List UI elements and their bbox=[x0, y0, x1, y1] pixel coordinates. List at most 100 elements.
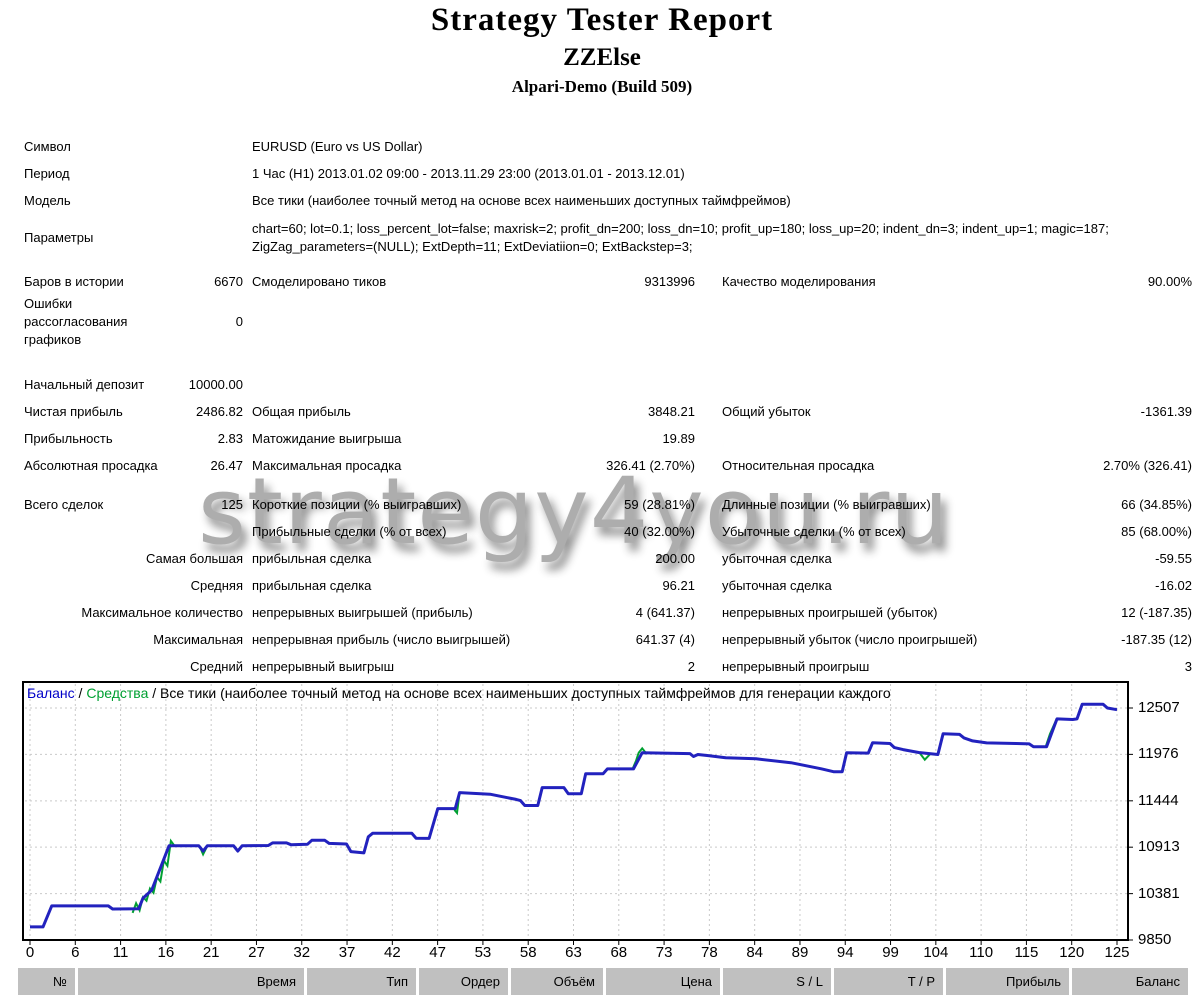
stats-row: Всего сделок 125 Короткие позиции (% выигр… bbox=[0, 491, 1204, 518]
stats-row: Средняя прибыльная сделка 96.21 убыточная с… bbox=[0, 572, 1204, 599]
stat-value: 3848.21 bbox=[648, 403, 695, 419]
legend-separator2: / bbox=[148, 685, 161, 701]
stat-label: Короткие позиции (% выигравших) bbox=[252, 496, 462, 512]
stats-section: Баров в истории 6670 Смоделировано тиков 93… bbox=[0, 268, 1204, 349]
stat-value: 641.37 (4) bbox=[635, 631, 695, 647]
stat-value: 6670 bbox=[214, 273, 243, 289]
y-tick-label: 10913 bbox=[1138, 838, 1180, 856]
stat-value: 26.47 bbox=[210, 457, 243, 473]
y-tick-label: 10381 bbox=[1138, 884, 1180, 902]
stat-label: Максимальная bbox=[153, 631, 243, 647]
stats-table: Символ EURUSD (Euro vs US Dollar) Период 1 … bbox=[0, 133, 1204, 680]
stat-label: Качество моделирования bbox=[722, 273, 876, 289]
stats-row: Чистая прибыль 2486.82 Общая прибыль 3848.2… bbox=[0, 398, 1204, 425]
stat-label: прибыльная сделка bbox=[252, 577, 372, 593]
balance-chart: Баланс / Средства / Все тики (наиболее т… bbox=[0, 679, 1204, 969]
stat-value-wide: chart=60; lot=0.1; loss_percent_lot=fals… bbox=[252, 221, 1109, 254]
trade-table-header-cell: Прибыль bbox=[946, 968, 1069, 995]
trade-table-header-cell: Ордер bbox=[419, 968, 508, 995]
y-tick-label: 11976 bbox=[1138, 745, 1179, 763]
legend-separator: / bbox=[74, 685, 87, 701]
stat-label: Модель bbox=[24, 192, 71, 208]
x-tick-label: 53 bbox=[474, 944, 492, 961]
stat-label: непрерывный убыток (число проигрышей) bbox=[722, 631, 978, 647]
stat-value: 85 (68.00%) bbox=[1121, 523, 1192, 539]
stat-value: 10000.00 bbox=[188, 376, 243, 392]
stats-row: Баров в истории 6670 Смоделировано тиков 93… bbox=[0, 268, 1204, 295]
x-tick-label: 68 bbox=[610, 944, 628, 961]
stat-label: Период bbox=[24, 165, 70, 181]
stats-row: Абсолютная просадка 26.47 Максимальная про… bbox=[0, 452, 1204, 479]
stats-row: Ошибки рассогласования графиков 0 bbox=[0, 295, 1204, 349]
stat-value-wide: Все тики (наиболее точный метод на основ… bbox=[252, 192, 791, 208]
x-tick-label: 99 bbox=[882, 944, 899, 961]
stats-section: Всего сделок 125 Короткие позиции (% выигр… bbox=[0, 491, 1204, 680]
stats-row: Параметры chart=60; lot=0.1; loss_percent… bbox=[0, 214, 1204, 262]
stat-label: Символ bbox=[24, 138, 71, 154]
x-tick-label: 125 bbox=[1104, 944, 1130, 961]
stat-label: Всего сделок bbox=[24, 496, 104, 512]
stat-value: 200.00 bbox=[655, 550, 695, 566]
stat-value: -16.02 bbox=[1155, 577, 1192, 593]
balance-chart-canvas bbox=[22, 681, 1133, 945]
stats-section: Символ EURUSD (Euro vs US Dollar) Период 1 … bbox=[0, 133, 1204, 262]
stat-label: непрерывных выигрышей (прибыль) bbox=[252, 604, 473, 620]
stat-value: 0 bbox=[235, 314, 243, 329]
stat-value: 4 (641.37) bbox=[635, 604, 695, 620]
stat-label: Длинные позиции (% выигравших) bbox=[722, 496, 931, 512]
x-tick-label: 27 bbox=[248, 944, 265, 961]
x-tick-label: 47 bbox=[429, 944, 446, 961]
legend-balance-label: Баланс bbox=[27, 685, 75, 701]
stat-value: 90.00% bbox=[1147, 273, 1192, 289]
x-tick-label: 6 bbox=[71, 944, 80, 961]
stat-label: Матожидание выигрыша bbox=[252, 430, 402, 446]
stat-value: -1361.39 bbox=[1140, 403, 1192, 419]
stat-value: 96.21 bbox=[662, 577, 695, 593]
stat-label: Убыточные сделки (% от всех) bbox=[722, 523, 906, 539]
stat-value: -59.55 bbox=[1155, 550, 1192, 566]
stat-value: 9313996 bbox=[644, 273, 695, 289]
chart-legend: Баланс / Средства / Все тики (наиболее т… bbox=[27, 685, 1123, 701]
x-tick-label: 58 bbox=[519, 944, 537, 961]
stat-label: убыточная сделка bbox=[722, 577, 832, 593]
trade-table-header-cell: Цена bbox=[606, 968, 720, 995]
x-tick-label: 115 bbox=[1014, 944, 1039, 961]
stats-row: Символ EURUSD (Euro vs US Dollar) bbox=[0, 133, 1204, 160]
stat-label: Прибыльные сделки (% от всех) bbox=[252, 523, 447, 539]
stat-label: Общая прибыль bbox=[252, 403, 351, 419]
stat-value: -187.35 (12) bbox=[1121, 631, 1192, 647]
x-tick-label: 120 bbox=[1059, 944, 1085, 961]
stat-label: непрерывный проигрыш bbox=[722, 658, 870, 674]
stats-row: Прибыльные сделки (% от всех) 40 (32.00%)… bbox=[0, 518, 1204, 545]
stats-section: Начальный депозит 10000.00 Чистая прибыль 2… bbox=[0, 371, 1204, 479]
stat-label: Прибыльность bbox=[24, 430, 113, 446]
x-tick-label: 0 bbox=[25, 944, 35, 961]
stat-label: прибыльная сделка bbox=[252, 550, 372, 566]
x-tick-label: 78 bbox=[701, 944, 718, 961]
x-tick-label: 73 bbox=[655, 944, 673, 961]
stat-value-wide: 1 Час (H1) 2013.01.02 09:00 - 2013.11.29… bbox=[252, 165, 685, 181]
y-tick-label: 12507 bbox=[1138, 699, 1180, 716]
stat-label: Относительная просадка bbox=[722, 457, 875, 473]
y-tick-label: 9850 bbox=[1138, 931, 1172, 948]
stat-value: 59 (28.81%) bbox=[624, 496, 695, 512]
stat-label: Баров в истории bbox=[24, 273, 124, 289]
stats-row: Максимальная непрерывная прибыль (число в… bbox=[0, 626, 1204, 653]
stat-label: Чистая прибыль bbox=[24, 403, 123, 419]
stats-row: Самая большая прибыльная сделка 200.00 убыт… bbox=[0, 545, 1204, 572]
stat-value: 19.89 bbox=[662, 430, 695, 446]
legend-equity-label: Средства bbox=[86, 685, 149, 701]
legend-model-label: Все тики (наиболее точный метод на основ… bbox=[160, 685, 891, 701]
x-tick-label: 11 bbox=[112, 944, 129, 961]
x-tick-label: 42 bbox=[383, 944, 401, 961]
stat-label: непрерывная прибыль (число выигрышей) bbox=[252, 631, 511, 647]
trade-table-header-cell: Тип bbox=[307, 968, 416, 995]
stats-row: Максимальное количество непрерывных выигр… bbox=[0, 599, 1204, 626]
y-tick-label: 11444 bbox=[1138, 791, 1179, 809]
stat-label: Средняя bbox=[190, 577, 243, 593]
stat-value: 12 (-187.35) bbox=[1121, 604, 1192, 620]
stat-value: 66 (34.85%) bbox=[1121, 496, 1192, 512]
x-tick-label: 110 bbox=[969, 944, 994, 961]
